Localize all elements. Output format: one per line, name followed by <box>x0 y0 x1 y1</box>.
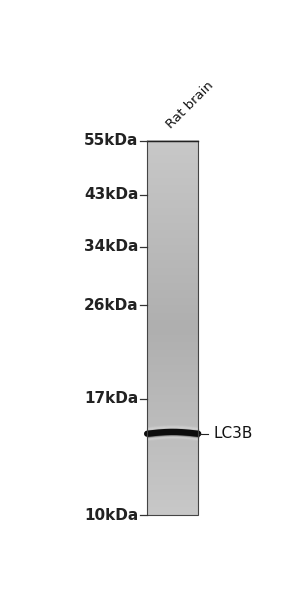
Text: LC3B: LC3B <box>214 426 253 441</box>
Text: 17kDa: 17kDa <box>84 392 138 406</box>
Text: 43kDa: 43kDa <box>84 187 138 202</box>
Text: 34kDa: 34kDa <box>84 239 138 254</box>
Text: 55kDa: 55kDa <box>84 133 138 148</box>
Text: Rat brain: Rat brain <box>164 79 216 131</box>
Text: 26kDa: 26kDa <box>84 298 138 313</box>
Text: 10kDa: 10kDa <box>84 508 138 523</box>
Bar <box>147 141 198 516</box>
